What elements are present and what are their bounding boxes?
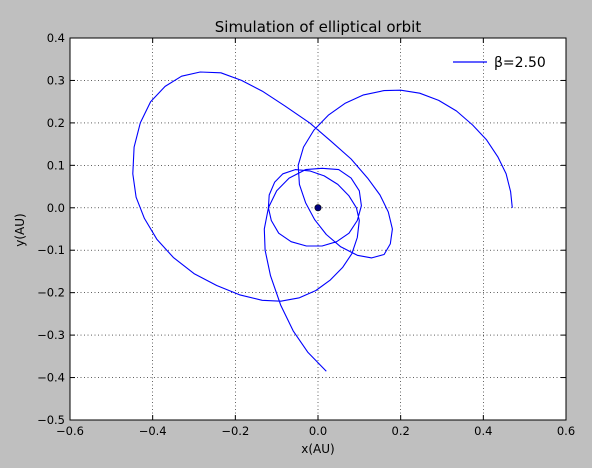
x-tick-label: −0.4	[139, 424, 167, 438]
legend-label: β=2.50	[494, 55, 546, 71]
x-tick-label: 0.6	[557, 424, 575, 438]
ticks: −0.6 −0.4 −0.2 0.0 0.2 0.4 0.6 −0.5 −0.4 −0.3 −0.2…	[37, 31, 575, 438]
x-tick-label: 0.4	[474, 424, 492, 438]
y-tick-label: 0.3	[47, 73, 65, 87]
y-tick-label: 0.0	[47, 201, 65, 215]
chart-title: Simulation of elliptical orbit	[215, 18, 422, 36]
central-body-marker	[314, 204, 322, 212]
y-tick-label: −0.3	[37, 328, 65, 342]
y-tick-label: −0.4	[37, 371, 65, 385]
x-tick-label: 0.0	[309, 424, 327, 438]
series-layer	[132, 71, 513, 372]
x-tick-label: −0.6	[56, 424, 84, 438]
x-tick-label: 0.2	[392, 424, 410, 438]
y-tick-label: 0.1	[47, 158, 65, 172]
x-axis-label: x(AU)	[301, 442, 334, 456]
y-tick-label: −0.1	[37, 243, 65, 257]
y-tick-label: 0.2	[47, 116, 65, 130]
series-line	[132, 71, 513, 372]
x-tick-label: −0.2	[221, 424, 249, 438]
y-tick-label: −0.5	[37, 413, 65, 427]
y-tick-label: 0.4	[47, 31, 65, 45]
y-axis-label: y(AU)	[13, 213, 27, 246]
legend: β=2.50	[453, 55, 546, 71]
y-tick-label: −0.2	[37, 286, 65, 300]
